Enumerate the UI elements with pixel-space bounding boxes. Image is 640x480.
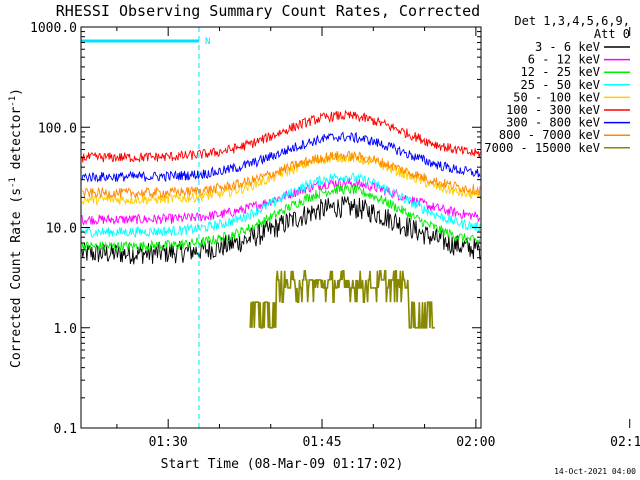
y-tick-label-3: 1.0: [54, 322, 77, 337]
plot-frame: [80, 26, 482, 429]
series-line-6: [81, 131, 481, 183]
chart-title: RHESSI Observing Summary Count Rates, Co…: [56, 2, 480, 20]
legend-label-8: 7000 - 15000 keV: [484, 141, 600, 155]
y-tick-label-0: 1000.0: [30, 21, 77, 36]
legend-label-0: 3 - 6 keV: [535, 40, 600, 54]
y-axis-label: Corrected Count Rate (s-1 detector-1): [8, 88, 24, 368]
saa-flag-label: N: [205, 37, 210, 47]
y-tick-label-4: 0.1: [54, 422, 77, 437]
legend-label-3: 25 - 50 keV: [521, 78, 600, 92]
y-tick-label-2: 10.0: [46, 222, 77, 237]
series-line-0: [81, 196, 481, 265]
y-tick-label-1: 100.0: [38, 121, 77, 136]
footer-timestamp: 14-Oct-2021 04:00: [554, 467, 636, 476]
y-axis-label-end: ): [9, 88, 24, 96]
series-line-2: [81, 183, 481, 252]
x-tick-label-0: 01:30: [149, 435, 188, 450]
legend-label-1: 6 - 12 keV: [528, 53, 600, 67]
series-line-8: [249, 270, 435, 329]
x-axis-label: Start Time (08-Mar-09 01:17:02): [161, 457, 404, 472]
x-tick-label-3: 02:15: [610, 435, 640, 450]
legend-header-detectors: Det 1,3,4,5,6,9,: [514, 14, 630, 28]
y-axis-label-mid: detector: [9, 107, 24, 178]
legend-label-7: 800 - 7000 keV: [499, 128, 600, 142]
legend-header-attenuator: Att 0: [594, 27, 630, 41]
x-tick-label-2: 02:00: [456, 435, 495, 450]
y-axis-label-sup1: -1: [8, 177, 18, 188]
legend-label-5: 100 - 300 keV: [506, 103, 600, 117]
axes: 1000.0 100.0 10.0 1.0 0.1 01:30 01:45 02:00 02:1…: [30, 21, 640, 450]
legend-label-6: 300 - 800 keV: [506, 116, 600, 130]
x-tick-label-1: 01:45: [302, 435, 341, 450]
legend-label-4: 50 - 100 keV: [513, 90, 600, 104]
series-line-7: [82, 150, 481, 199]
legend-label-2: 12 - 25 keV: [521, 65, 600, 79]
series-line-5: [81, 109, 481, 163]
y-axis-label-sup2: -1: [8, 96, 18, 107]
series-line-3: [81, 172, 481, 239]
y-axis-label-main: Corrected Count Rate (s: [9, 188, 24, 368]
series-line-4: [81, 152, 481, 206]
